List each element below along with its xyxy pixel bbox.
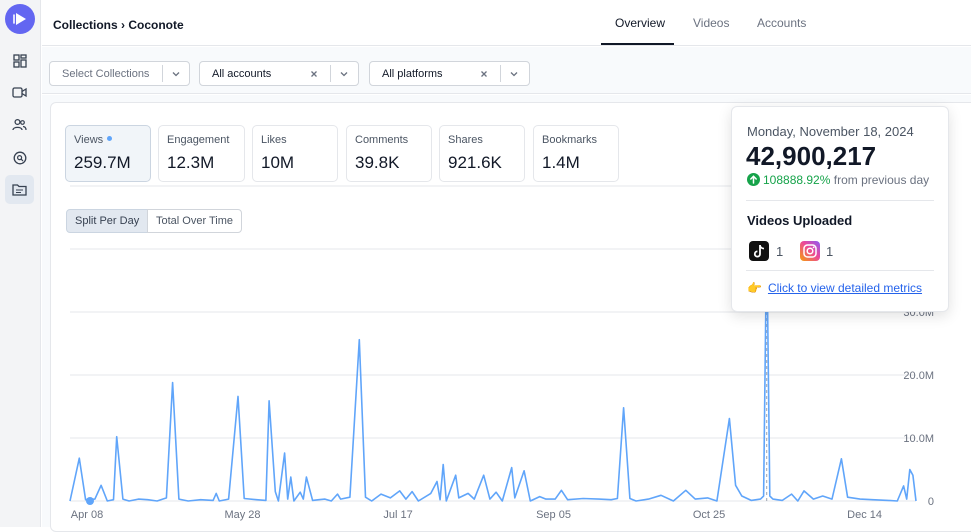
tooltip-change: 108888.92% from previous day: [747, 173, 929, 187]
instagram-count: 1: [826, 244, 834, 259]
y-tick-label: 10.0M: [903, 433, 934, 445]
select-divider: [162, 65, 163, 82]
metric-card-engagement[interactable]: Engagement 12.3M: [158, 125, 245, 182]
metric-value: 10M: [261, 153, 295, 172]
tiktok-icon: [749, 241, 769, 261]
arrow-up-circle-icon: [747, 173, 760, 186]
detailed-metrics-link-row: 👉 Click to view detailed metrics: [747, 281, 922, 295]
metric-label: Engagement: [167, 134, 230, 146]
x-tick-label: Apr 08: [71, 509, 103, 521]
nav-dashboard[interactable]: [5, 46, 34, 75]
tooltip-divider: [746, 200, 934, 201]
video-camera-icon: [12, 87, 27, 98]
clear-icon[interactable]: [308, 68, 320, 80]
x-tick-label: Oct 25: [693, 509, 725, 521]
app-logo[interactable]: [5, 4, 35, 34]
tab-overview[interactable]: Overview: [615, 16, 666, 30]
folder-icon: [12, 184, 27, 196]
metric-card-comments[interactable]: Comments 39.8K: [346, 125, 432, 182]
videos-uploaded-heading: Videos Uploaded: [747, 213, 853, 228]
y-tick-label: 0: [928, 496, 934, 508]
filter-bar: Select Collections All accounts All plat…: [42, 47, 971, 94]
instagram-icon: [800, 241, 820, 261]
metric-value: 1.4M: [542, 153, 580, 172]
metric-label: Views: [74, 134, 113, 146]
collections-select[interactable]: Select Collections: [49, 61, 190, 86]
dashboard-icon: [12, 53, 27, 68]
accounts-select[interactable]: All accounts: [199, 61, 359, 86]
x-tick-label: Jul 17: [383, 509, 412, 521]
x-tick-label: Sep 05: [536, 509, 571, 521]
tooltip-divider: [746, 270, 934, 271]
nav-search[interactable]: [5, 143, 34, 172]
series-line-views: [69, 229, 917, 502]
accounts-value: All accounts: [212, 68, 272, 80]
breadcrumb[interactable]: Collections › Coconote: [53, 18, 184, 32]
play-logo-icon: [13, 13, 26, 25]
chart-tooltip: Monday, November 18, 2024 42,900,217 108…: [731, 106, 949, 312]
metric-card-views[interactable]: Views 259.7M: [65, 125, 151, 182]
metric-card-bookmarks[interactable]: Bookmarks 1.4M: [533, 125, 619, 182]
chevron-down-icon[interactable]: [170, 68, 182, 80]
tooltip-date: Monday, November 18, 2024: [747, 124, 914, 139]
change-label: from previous day: [833, 173, 930, 187]
active-dot-icon: [107, 136, 113, 141]
change-percent: 108888.92%: [763, 173, 831, 187]
sidebar: [0, 0, 41, 527]
search-circle-icon: [13, 151, 26, 164]
active-tab-indicator: [601, 43, 674, 45]
x-tick-label: Dec 14: [847, 509, 882, 521]
platforms-select[interactable]: All platforms: [369, 61, 530, 86]
chevron-down-icon[interactable]: [338, 68, 350, 80]
metric-value: 39.8K: [355, 153, 400, 172]
tab-accounts[interactable]: Accounts: [757, 16, 807, 30]
nav-accounts[interactable]: [5, 110, 34, 139]
metric-label: Bookmarks: [542, 134, 598, 146]
collections-placeholder: Select Collections: [62, 68, 150, 80]
nav-videos[interactable]: [5, 78, 34, 107]
metric-value: 12.3M: [167, 153, 215, 172]
y-tick-label: 20.0M: [903, 370, 934, 382]
metric-label: Likes: [261, 134, 287, 146]
platforms-value: All platforms: [382, 68, 443, 80]
tooltip-value: 42,900,217: [746, 141, 877, 171]
tiktok-count: 1: [776, 244, 784, 259]
pointing-hand-icon: 👉: [747, 281, 762, 295]
metric-value: 259.7M: [74, 153, 131, 172]
split-per-day-toggle[interactable]: Split Per Day: [66, 209, 149, 233]
nav-collections[interactable]: [5, 175, 34, 204]
chevron-down-icon[interactable]: [508, 68, 520, 80]
tab-videos[interactable]: Videos: [693, 16, 730, 30]
series-start-point[interactable]: [86, 497, 94, 505]
users-icon: [12, 118, 27, 131]
metric-label: Comments: [355, 134, 409, 146]
total-over-time-toggle[interactable]: Total Over Time: [147, 209, 243, 233]
metric-card-likes[interactable]: Likes 10M: [252, 125, 338, 182]
select-divider: [330, 65, 331, 82]
metric-label: Shares: [448, 134, 483, 146]
header: Collections › Coconote Overview Videos A…: [42, 0, 971, 46]
select-divider: [500, 65, 501, 82]
metric-value: 921.6K: [448, 153, 502, 172]
clear-icon[interactable]: [478, 68, 490, 80]
x-tick-label: May 28: [224, 509, 260, 521]
detailed-metrics-link[interactable]: Click to view detailed metrics: [767, 281, 923, 295]
metric-card-shares[interactable]: Shares 921.6K: [439, 125, 525, 182]
